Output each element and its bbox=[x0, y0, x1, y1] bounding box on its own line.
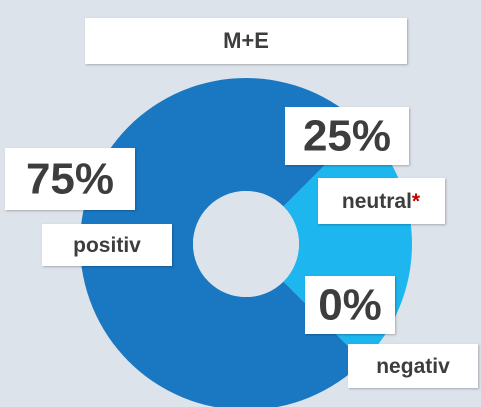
category-label-box bbox=[348, 344, 478, 388]
chart-title: M+E bbox=[223, 28, 269, 53]
value-label-box bbox=[5, 148, 135, 210]
value-label-box bbox=[285, 107, 409, 165]
category-name: negativ bbox=[376, 355, 450, 378]
value-label: 0% bbox=[318, 281, 382, 330]
title-box bbox=[85, 18, 407, 64]
value-label: 25% bbox=[303, 112, 391, 161]
category-name: neutral bbox=[342, 190, 412, 213]
category-name: positiv bbox=[73, 234, 141, 257]
value-label: 75% bbox=[26, 155, 114, 204]
donut-hole bbox=[193, 191, 299, 297]
category-label-box bbox=[42, 224, 172, 266]
category-label: negativ bbox=[376, 355, 450, 378]
footnote-mark: * bbox=[412, 190, 421, 213]
category-label: neutral* bbox=[342, 190, 421, 213]
category-label: positiv bbox=[73, 234, 141, 257]
value-label-box bbox=[305, 276, 395, 334]
category-label-box bbox=[318, 178, 445, 224]
